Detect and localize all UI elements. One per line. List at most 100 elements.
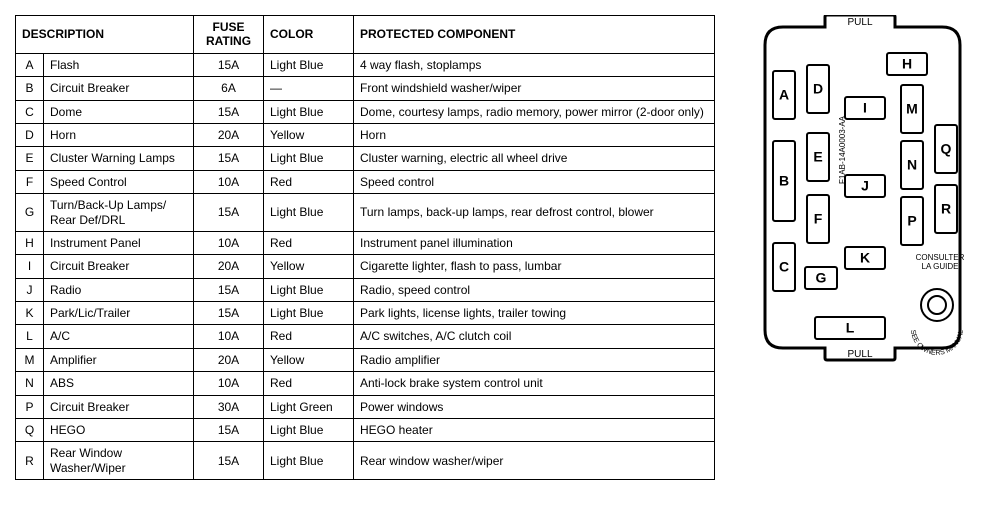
cell-rating: 20A xyxy=(194,123,264,146)
cell-desc: HEGO xyxy=(44,419,194,442)
fuse-label-F: F xyxy=(814,211,823,227)
table-row: ECluster Warning Lamps15ALight BlueClust… xyxy=(16,147,715,170)
cell-desc: Circuit Breaker xyxy=(44,395,194,418)
fuse-label-R: R xyxy=(941,201,951,217)
cell-id: I xyxy=(16,255,44,278)
fuse-label-J: J xyxy=(861,178,869,194)
fuse-label-M: M xyxy=(906,101,918,117)
table-row: LA/C10ARedA/C switches, A/C clutch coil xyxy=(16,325,715,348)
consulter-text-2: LA GUIDE xyxy=(922,262,959,271)
table-row: ICircuit Breaker20AYellowCigarette light… xyxy=(16,255,715,278)
table-row: DHorn20AYellowHorn xyxy=(16,123,715,146)
cell-protected: Turn lamps, back-up lamps, rear defrost … xyxy=(354,194,715,232)
cell-id: G xyxy=(16,194,44,232)
fuse-table-container: DESCRIPTION FUSE RATING COLOR PROTECTED … xyxy=(15,15,715,480)
cell-id: B xyxy=(16,77,44,100)
cell-color: Light Blue xyxy=(264,147,354,170)
table-row: JRadio15ALight BlueRadio, speed control xyxy=(16,278,715,301)
cell-protected: Cigarette lighter, flash to pass, lumbar xyxy=(354,255,715,278)
table-row: BCircuit Breaker6A—Front windshield wash… xyxy=(16,77,715,100)
cell-id: L xyxy=(16,325,44,348)
cell-id: A xyxy=(16,53,44,76)
table-row: NABS10ARedAnti-lock brake system control… xyxy=(16,372,715,395)
table-row: GTurn/Back-Up Lamps/ Rear Def/DRL15ALigh… xyxy=(16,194,715,232)
cell-rating: 20A xyxy=(194,348,264,371)
cell-id: J xyxy=(16,278,44,301)
consulter-text-1: CONSULTER xyxy=(916,253,965,262)
cell-protected: Anti-lock brake system control unit xyxy=(354,372,715,395)
cell-color: Light Blue xyxy=(264,53,354,76)
cell-color: Light Blue xyxy=(264,194,354,232)
cell-id: R xyxy=(16,442,44,480)
col-color: COLOR xyxy=(264,16,354,54)
cell-desc: Radio xyxy=(44,278,194,301)
fuse-label-Q: Q xyxy=(941,141,952,157)
cell-desc: Flash xyxy=(44,53,194,76)
cell-color: Red xyxy=(264,170,354,193)
cell-id: Q xyxy=(16,419,44,442)
part-number: F1AB-14A0003-AA xyxy=(838,115,847,184)
fuse-label-P: P xyxy=(907,213,916,229)
cell-id: E xyxy=(16,147,44,170)
cell-desc: Circuit Breaker xyxy=(44,255,194,278)
cell-id: N xyxy=(16,372,44,395)
fuse-table: DESCRIPTION FUSE RATING COLOR PROTECTED … xyxy=(15,15,715,480)
cell-color: Red xyxy=(264,325,354,348)
cell-color: — xyxy=(264,77,354,100)
pull-tab-top: PULL xyxy=(847,17,872,28)
cell-id: D xyxy=(16,123,44,146)
cell-protected: Front windshield washer/wiper xyxy=(354,77,715,100)
cell-desc: Rear Window Washer/Wiper xyxy=(44,442,194,480)
fuse-label-H: H xyxy=(902,56,912,72)
cell-desc: ABS xyxy=(44,372,194,395)
knob-inner xyxy=(928,296,946,314)
cell-desc: Cluster Warning Lamps xyxy=(44,147,194,170)
cell-color: Red xyxy=(264,372,354,395)
cell-id: K xyxy=(16,302,44,325)
pull-tab-bottom: PULL xyxy=(847,349,872,360)
cell-protected: Radio amplifier xyxy=(354,348,715,371)
cell-rating: 10A xyxy=(194,170,264,193)
cell-color: Light Blue xyxy=(264,100,354,123)
fuse-label-B: B xyxy=(779,173,789,189)
cell-id: C xyxy=(16,100,44,123)
table-row: AFlash15ALight Blue4 way flash, stoplamp… xyxy=(16,53,715,76)
cell-desc: Dome xyxy=(44,100,194,123)
cell-rating: 15A xyxy=(194,302,264,325)
cell-rating: 15A xyxy=(194,419,264,442)
fusebox-diagram: PULL PULL F1AB-14A0003-AA CONSULTER LA G… xyxy=(745,15,980,388)
cell-desc: Speed Control xyxy=(44,170,194,193)
table-row: KPark/Lic/Trailer15ALight BluePark light… xyxy=(16,302,715,325)
cell-protected: Instrument panel illumination xyxy=(354,231,715,254)
fuse-table-body: AFlash15ALight Blue4 way flash, stoplamp… xyxy=(16,53,715,479)
fuse-label-G: G xyxy=(816,270,827,286)
cell-desc: A/C xyxy=(44,325,194,348)
cell-protected: Park lights, license lights, trailer tow… xyxy=(354,302,715,325)
cell-color: Light Blue xyxy=(264,419,354,442)
cell-rating: 15A xyxy=(194,53,264,76)
col-rating: FUSE RATING xyxy=(194,16,264,54)
cell-protected: Radio, speed control xyxy=(354,278,715,301)
fuse-label-D: D xyxy=(813,81,823,97)
table-row: RRear Window Washer/Wiper15ALight BlueRe… xyxy=(16,442,715,480)
cell-id: M xyxy=(16,348,44,371)
table-row: FSpeed Control10ARedSpeed control xyxy=(16,170,715,193)
table-row: CDome15ALight BlueDome, courtesy lamps, … xyxy=(16,100,715,123)
cell-desc: Park/Lic/Trailer xyxy=(44,302,194,325)
fuse-label-C: C xyxy=(779,259,789,275)
table-row: QHEGO15ALight BlueHEGO heater xyxy=(16,419,715,442)
cell-protected: A/C switches, A/C clutch coil xyxy=(354,325,715,348)
cell-protected: Rear window washer/wiper xyxy=(354,442,715,480)
cell-rating: 10A xyxy=(194,325,264,348)
cell-rating: 15A xyxy=(194,147,264,170)
cell-color: Yellow xyxy=(264,123,354,146)
cell-rating: 10A xyxy=(194,231,264,254)
cell-color: Red xyxy=(264,231,354,254)
fuse-label-E: E xyxy=(813,149,822,165)
cell-color: Light Green xyxy=(264,395,354,418)
cell-rating: 10A xyxy=(194,372,264,395)
cell-protected: Power windows xyxy=(354,395,715,418)
cell-desc: Instrument Panel xyxy=(44,231,194,254)
cell-protected: Cluster warning, electric all wheel driv… xyxy=(354,147,715,170)
cell-rating: 15A xyxy=(194,442,264,480)
